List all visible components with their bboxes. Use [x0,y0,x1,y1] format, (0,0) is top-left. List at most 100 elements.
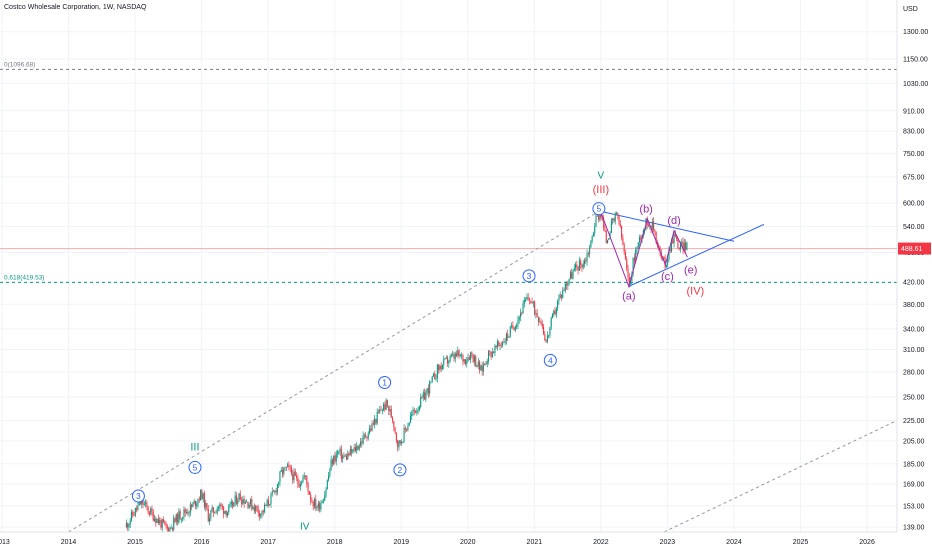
candle-body [358,445,360,450]
candle-body [678,248,680,250]
candle-body [361,441,363,444]
y-tick-label: 910.00 [903,108,925,115]
candle-body [511,325,513,327]
candle-body [412,409,414,414]
candle-body [628,276,630,284]
candle-body [316,507,318,509]
candle-body [578,260,580,271]
candle-body [281,469,284,475]
wave-label: (IV) [687,286,705,298]
candle-body [150,508,152,515]
candle-body [582,264,584,268]
candle-body [320,503,322,510]
wave-label-circle [522,269,536,283]
candle-body [674,233,676,237]
candle-body [485,363,487,365]
candle-body [604,228,606,231]
candle-body [284,466,286,468]
candle-body [324,495,326,501]
wave-label-circle [188,460,202,474]
candle-body [266,500,268,506]
candle-body [311,500,313,503]
candle-body [633,257,635,262]
candle-body [151,508,153,513]
wave-label: IV [300,522,310,533]
candle-body [484,363,486,365]
wave-label-circle [131,489,145,503]
candle-body [500,344,502,346]
candle-body [654,230,656,232]
candle-body [366,437,368,439]
candle-body [402,441,404,443]
candle-body [242,498,244,504]
candle-body [411,413,413,417]
candle-body [232,501,234,507]
candle-body [288,464,290,467]
candle-body [637,242,639,249]
candle-body [505,333,507,342]
candle-body [462,355,464,362]
candle-body [292,473,294,481]
x-tick-label: 2026 [859,539,875,546]
candle-body [458,350,460,356]
candle-body [134,507,136,516]
currency-label: USD [903,6,918,13]
x-tick-label: 2025 [793,539,809,546]
candle-body [241,500,243,504]
candle-body [394,427,396,433]
wave-label: (a) [622,291,635,303]
wave-label: 5 [193,462,198,472]
candle-body [499,344,501,346]
candle-body [539,321,541,323]
candle-body [415,411,417,413]
candle-body [246,501,248,503]
candle-body [427,388,429,394]
y-tick-label: 380.00 [903,302,925,309]
candle-body [301,482,303,485]
candle-body [632,257,634,274]
candle-body [321,501,323,504]
candle-body [377,411,380,413]
candle-body [275,490,277,493]
candle-body [206,502,208,510]
candle-body [342,455,344,459]
candle-body [272,491,275,493]
candle-body [466,360,468,364]
candle-body [638,237,641,243]
candle-body [322,500,325,502]
x-tick-label: 2017 [260,539,276,546]
candle-body [165,523,167,527]
candle-body [587,253,589,255]
fib-level-label: 0.618(419.53) [4,274,44,281]
fib-level-label: 0(1096.68) [4,61,35,68]
wave-label-circle [393,463,407,477]
candle-body [487,351,490,361]
candle-body [626,258,628,269]
candle-body [155,518,157,524]
y-tick-label: 830.00 [903,129,925,136]
candle-body [139,501,142,505]
candle-body [486,360,488,364]
candle-body [682,241,684,251]
last-price-badge [898,242,931,255]
candle-body [201,490,203,500]
candle-body [362,435,364,444]
candle-body [631,273,633,281]
candle-body [383,404,385,411]
candle-body [526,297,528,300]
candle-body [244,502,246,504]
candle-body [269,504,271,506]
candle-body [453,354,455,359]
candle-body [640,237,642,240]
candle-body [418,407,420,410]
candle-body [238,493,240,501]
candle-body [193,500,195,504]
candle-body [170,527,172,529]
candle-body [398,440,400,448]
candle-body [461,355,463,356]
candle-body [188,512,190,514]
candle-body [258,512,261,517]
candle-body [285,466,287,468]
candle-body [166,526,168,529]
candle-body [345,455,348,460]
